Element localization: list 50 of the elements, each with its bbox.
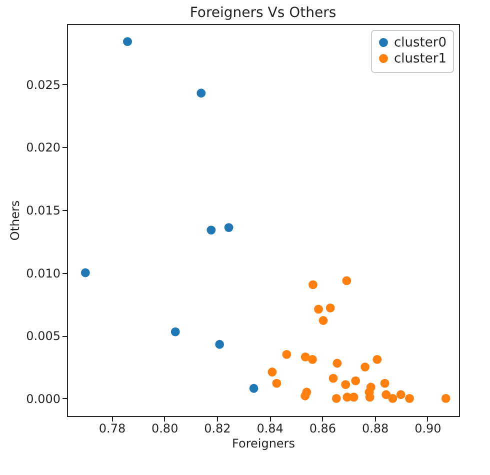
point: [405, 394, 414, 403]
point: [332, 358, 342, 368]
legend-label: cluster1: [394, 52, 446, 66]
point: [123, 37, 132, 46]
x-tick-label: 0.82: [204, 422, 231, 436]
point: [372, 355, 382, 364]
point: [314, 304, 323, 314]
x-tick-label: 0.88: [362, 422, 389, 436]
point: [441, 394, 450, 403]
point: [196, 88, 206, 98]
y-tick-label: 0.020: [26, 140, 60, 155]
y-tick-label: 0.005: [26, 329, 60, 344]
y-tick-label: 0.010: [26, 266, 60, 280]
x-tick-label: 0.78: [98, 422, 126, 436]
point: [224, 223, 234, 232]
point: [388, 394, 398, 403]
point: [272, 378, 282, 388]
point: [332, 394, 341, 403]
point: [268, 368, 277, 376]
x-tick-label: 0.90: [414, 422, 442, 436]
point: [318, 316, 328, 325]
point: [249, 384, 258, 393]
point: [282, 350, 292, 359]
y-axis-title: Others: [8, 200, 22, 241]
point: [341, 380, 350, 390]
point: [380, 378, 390, 388]
chart-title: Foreigners Vs Others: [190, 5, 336, 21]
point: [80, 268, 90, 278]
x-tick-label: 0.86: [309, 422, 336, 436]
point: [382, 390, 391, 400]
point: [215, 340, 224, 349]
x-axis-title: Foreigners: [232, 436, 295, 450]
point: [170, 327, 180, 336]
point: [328, 374, 338, 383]
point: [396, 390, 406, 400]
point: [300, 391, 310, 400]
point: [308, 355, 317, 364]
point: [326, 303, 335, 312]
point: [342, 276, 352, 286]
y-tick-label: 0.025: [26, 78, 60, 92]
point: [308, 280, 318, 290]
y-tick-label: 0.000: [26, 392, 60, 406]
point: [300, 352, 310, 362]
x-tick-label: 0.80: [151, 422, 178, 436]
point: [206, 226, 216, 235]
x-tick-label: 0.84: [256, 422, 284, 436]
point: [360, 362, 370, 372]
legend-label: cluster0: [394, 36, 446, 50]
point: [351, 376, 360, 386]
y-tick-label: 0.015: [26, 203, 60, 218]
